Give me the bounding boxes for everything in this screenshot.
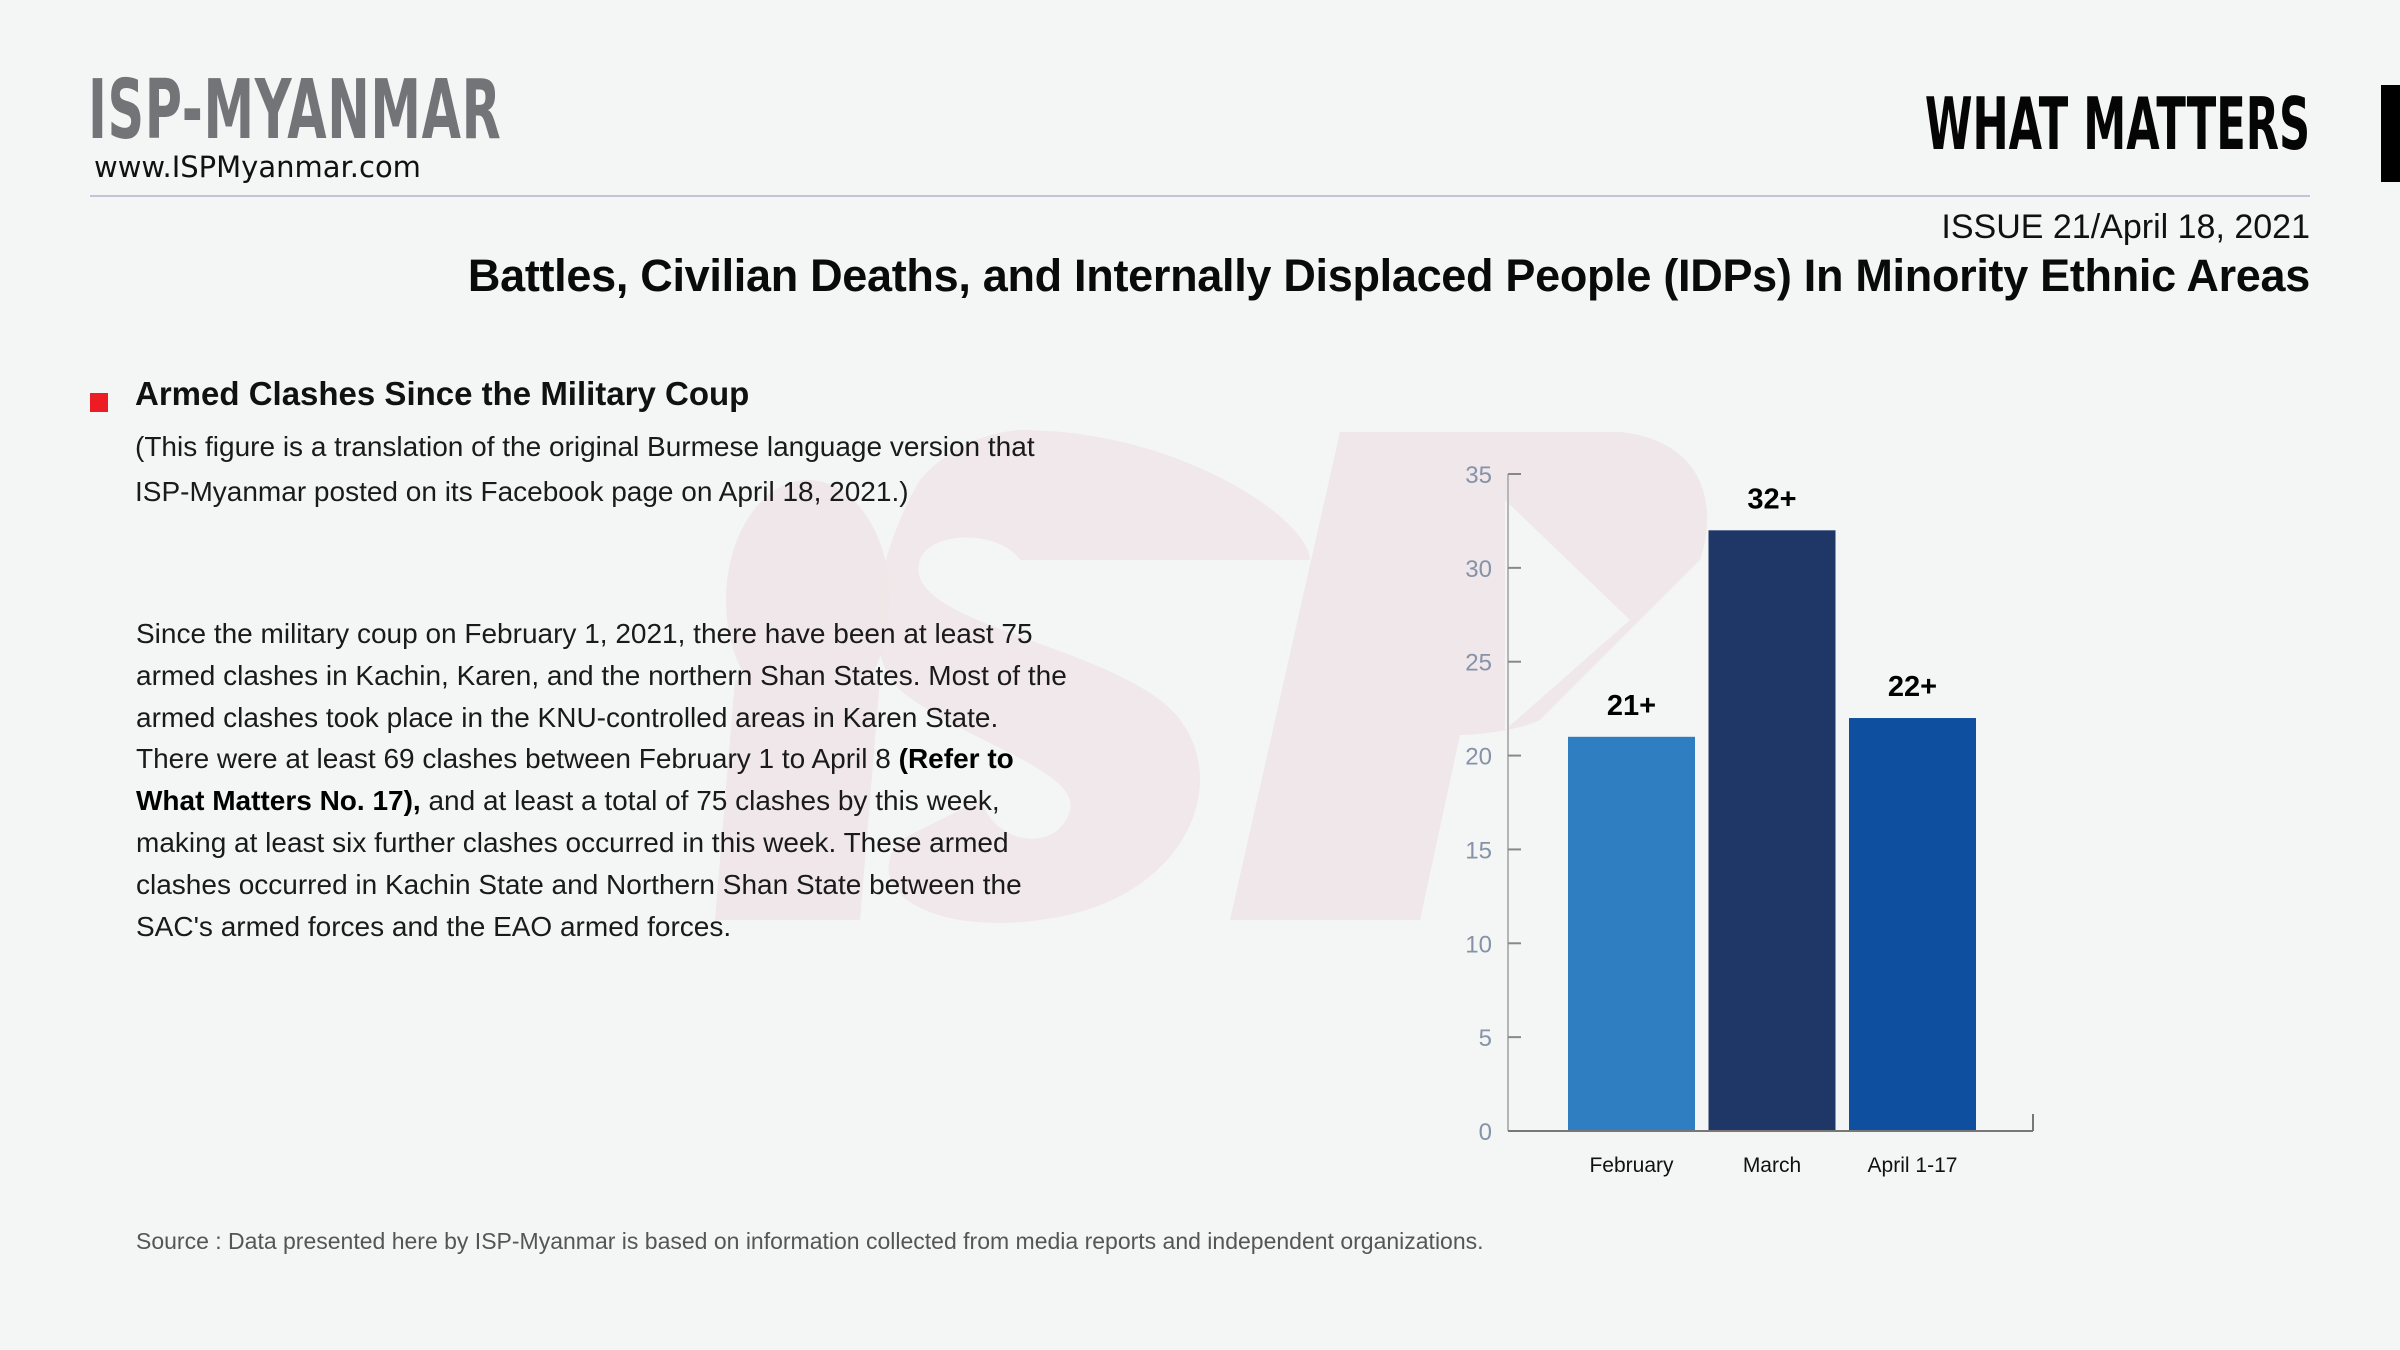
y-axis: 0 5 10 15 20 25 30 35	[1465, 462, 1521, 1146]
y-tick-label: 30	[1465, 556, 1492, 583]
x-axis: February March April 1-17	[1508, 1114, 2034, 1177]
x-tick-label: March	[1743, 1154, 1801, 1177]
header-divider	[90, 195, 2310, 197]
brand-url[interactable]: www.ISPMyanmar.com	[94, 150, 421, 184]
body-text-part: and at least a total of 75 clashes by th…	[136, 785, 1022, 942]
y-tick-label: 25	[1465, 650, 1492, 677]
bar-april-1-17	[1849, 718, 1976, 1131]
report-title: Battles, Civilian Deaths, and Internally…	[467, 250, 2310, 301]
watermark-letter-i	[715, 680, 880, 920]
bar-march	[1708, 530, 1836, 1131]
section-bullet-icon	[90, 393, 108, 412]
watermark-letter-s	[876, 430, 1310, 923]
y-tick-label: 5	[1479, 1025, 1492, 1052]
bars: 21+ 32+ 22+	[1568, 483, 1976, 1131]
watermark-letter-p	[1230, 432, 1708, 920]
section-title: Armed Clashes Since the Military Coup	[135, 375, 750, 412]
issue-info: ISSUE 21/April 18, 2021	[1941, 208, 2310, 247]
brand-logo: ISP-MYANMAR	[88, 63, 502, 158]
watermark-dot	[726, 480, 890, 720]
y-tick-label: 15	[1465, 837, 1492, 864]
y-tick-label: 0	[1479, 1119, 1492, 1146]
translation-note-line: ISP-Myanmar posted on its Facebook page …	[135, 476, 909, 507]
body-paragraph: Since the military coup on February 1, 2…	[136, 613, 1076, 947]
y-tick-label: 20	[1465, 744, 1492, 771]
issue-number: ISSUE 21	[1941, 208, 2091, 246]
body-text-part: Since the military coup on February 1, 2…	[136, 618, 1067, 775]
source-note: Source : Data presented here by ISP-Myan…	[136, 1228, 1484, 1254]
translation-note-line: (This figure is a translation of the ori…	[135, 431, 1035, 462]
issue-date: /April 18, 2021	[2090, 208, 2310, 246]
bar-february	[1568, 736, 1695, 1131]
data-label: 32+	[1747, 483, 1796, 515]
translation-note: (This figure is a translation of the ori…	[135, 424, 1135, 514]
edge-marker	[2381, 85, 2400, 182]
x-tick-label: February	[1589, 1154, 1674, 1177]
data-label: 21+	[1607, 690, 1656, 722]
y-tick-label: 10	[1465, 931, 1492, 958]
x-tick-label: April 1-17	[1868, 1154, 1958, 1177]
series-title: WHAT MATTERS	[1924, 82, 2310, 166]
data-label: 22+	[1888, 671, 1937, 703]
body-reference: (Refer to What Matters No. 17),	[136, 743, 1014, 817]
y-tick-label: 35	[1465, 462, 1492, 489]
watermark-arrow	[1505, 500, 1630, 730]
